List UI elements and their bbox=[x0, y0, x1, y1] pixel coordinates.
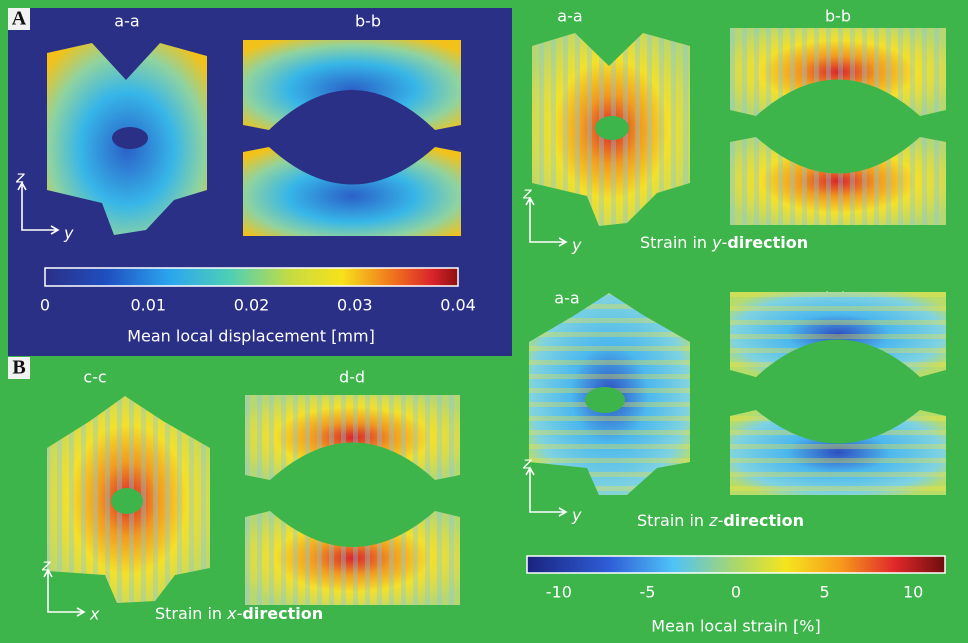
colorbar-tick-label: -5 bbox=[639, 583, 655, 602]
axis-label: y bbox=[63, 224, 74, 243]
caption-part: direction bbox=[723, 511, 804, 530]
colorbar-tick-label: 10 bbox=[903, 583, 923, 602]
axis-label: x bbox=[89, 605, 100, 624]
section-label: c-c bbox=[83, 368, 106, 387]
colorbar bbox=[527, 556, 945, 573]
caption-part: x bbox=[226, 604, 237, 623]
colorbar-title: Mean local displacement [mm] bbox=[127, 327, 375, 346]
colorbar-tick-label: 0.03 bbox=[337, 296, 373, 315]
caption-part: Strain in bbox=[155, 604, 227, 623]
colorbar-tick-label: 0.01 bbox=[130, 296, 166, 315]
caption: Strain in x-direction bbox=[155, 604, 323, 623]
colorbar bbox=[45, 268, 458, 286]
figure: A a-a b-b z y Mean local displacement [m… bbox=[0, 0, 968, 643]
colorbar-title: Mean local strain [%] bbox=[651, 617, 820, 636]
colorbar-tick-label: 5 bbox=[819, 583, 829, 602]
section-label: b-b bbox=[355, 12, 381, 31]
section-label: b-b bbox=[825, 7, 851, 26]
section-label: a-a bbox=[554, 289, 579, 308]
colorbar-tick-label: -10 bbox=[546, 583, 572, 602]
colorbar-tick-label: 0 bbox=[40, 296, 50, 315]
caption-part: direction bbox=[242, 604, 323, 623]
colorbar-tick-label: 0.02 bbox=[234, 296, 270, 315]
caption: Strain in z-direction bbox=[637, 511, 804, 530]
axis-label: y bbox=[571, 506, 582, 525]
caption-part: y bbox=[711, 233, 722, 252]
panel-label: B bbox=[12, 357, 25, 379]
panel-label: A bbox=[12, 8, 27, 30]
axis-label: z bbox=[15, 168, 25, 187]
caption-part: Strain in bbox=[637, 511, 709, 530]
axis-label: z bbox=[522, 454, 532, 473]
caption-part: direction bbox=[727, 233, 808, 252]
section-label: a-a bbox=[557, 7, 582, 26]
axis-label: z bbox=[522, 184, 532, 203]
axis-label: z bbox=[41, 556, 51, 575]
section-label: a-a bbox=[114, 12, 139, 31]
caption-part: Strain in bbox=[640, 233, 712, 252]
axis-label: y bbox=[571, 236, 582, 255]
colorbar-tick-label: 0 bbox=[731, 583, 741, 602]
caption: Strain in y-direction bbox=[640, 233, 808, 252]
section-label: d-d bbox=[339, 368, 365, 387]
colorbar-tick-label: 0.04 bbox=[440, 296, 476, 315]
